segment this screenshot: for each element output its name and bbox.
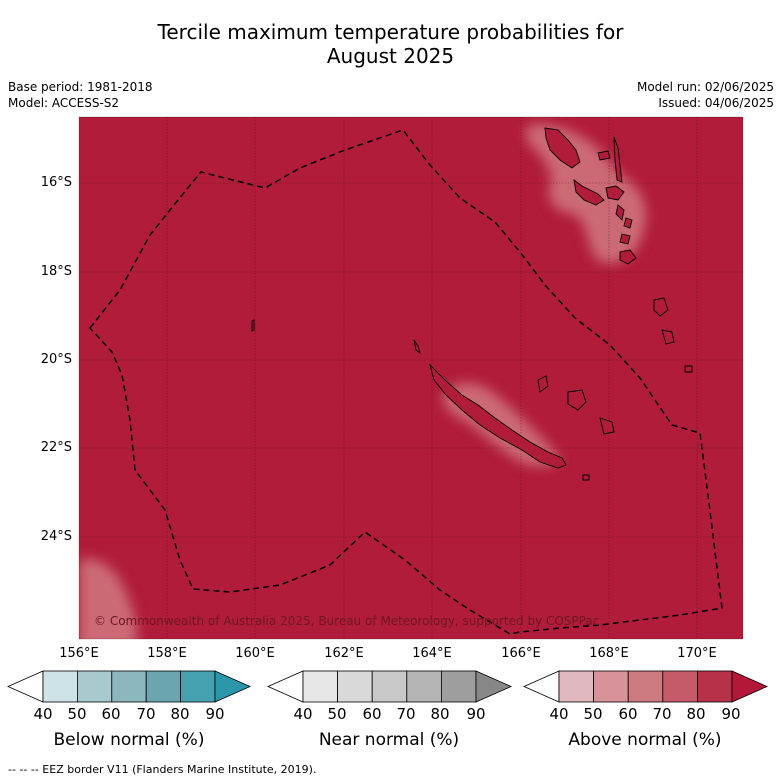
cb3-tick-50: 50 [583, 705, 603, 723]
colorbar-2-bin-3 [371, 670, 408, 703]
lat-tick-16: 16°S [40, 175, 72, 190]
colorbar-3-bin-1 [558, 670, 594, 703]
cb2-tick-70: 70 [396, 705, 416, 723]
graticule [79, 117, 743, 639]
colorbar-2 [267, 670, 512, 703]
cb3-tick-40: 40 [549, 705, 569, 723]
lon-tick-168: 168°E [589, 646, 629, 661]
colorbar-2-bin-1 [302, 670, 338, 703]
lon-tick-162: 162°E [324, 646, 364, 661]
lat-tick-22: 22°S [40, 440, 72, 455]
meta-left: Base period: 1981-2018 Model: ACCESS-S2 [8, 79, 153, 111]
cb3-tick-80: 80 [686, 705, 706, 723]
model-name: Model: ACCESS-S2 [8, 96, 120, 110]
cb2-tick-50: 50 [327, 705, 347, 723]
colorbar-1-bin-2 [77, 670, 113, 703]
colorbar-1-bin-3 [111, 670, 147, 703]
above-normal-80-90-field [79, 117, 743, 639]
title-line-2: August 2025 [326, 44, 455, 68]
cb2-tick-60: 60 [362, 705, 382, 723]
cb3-tick-70: 70 [652, 705, 672, 723]
eez-legend-footer: -- -- -- EEZ border V11 (Flanders Marine… [8, 763, 317, 776]
lon-tick-160: 160°E [235, 646, 275, 661]
colorbar-3-bin-2 [593, 670, 629, 703]
new-caledonia-island [429, 363, 567, 469]
cb3-tick-90: 90 [721, 705, 741, 723]
cb1-tick-50: 50 [67, 705, 87, 723]
cb3-tick-60: 60 [618, 705, 638, 723]
chart-title: Tercile maximum temperature probabilitie… [0, 20, 781, 68]
vanuatu-island-espiritu [544, 127, 581, 169]
colorbar-3-start [523, 670, 560, 703]
lighter-patch-southwest [79, 558, 137, 639]
colorbar-3-bin-5 [697, 670, 733, 703]
colorbar-2-bin-2 [337, 670, 373, 703]
above-normal-label: Above normal (%) [568, 730, 722, 750]
lon-tick-164: 164°E [412, 646, 452, 661]
colorbar-1-end [214, 670, 251, 703]
lat-tick-24: 24°S [40, 529, 72, 544]
colorbar-3-bin-4 [662, 670, 698, 703]
colorbar-1 [7, 670, 251, 703]
cb1-tick-40: 40 [33, 705, 53, 723]
model-run: Model run: 02/06/2025 [636, 80, 774, 94]
colorbar-3-bin-3 [627, 670, 664, 703]
lon-tick-170: 170°E [677, 646, 717, 661]
cb2-tick-90: 90 [466, 705, 486, 723]
lon-tick-158: 158°E [147, 646, 187, 661]
colorbar-3-end [731, 670, 768, 703]
base-period: Base period: 1981-2018 [8, 80, 153, 94]
colorbar-2-bin-5 [440, 670, 477, 703]
colorbar-2-start [267, 670, 304, 703]
colorbar-1-bin-1 [42, 670, 78, 703]
colorbar-2-end [475, 670, 512, 703]
copyright-notice: © Commonwealth of Australia 2025, Bureau… [94, 614, 600, 628]
cb1-tick-80: 80 [170, 705, 190, 723]
colorbars [7, 670, 768, 703]
cb2-tick-40: 40 [293, 705, 313, 723]
issued-date: Issued: 04/06/2025 [658, 96, 774, 110]
meta-right: Model run: 02/06/2025 Issued: 04/06/2025 [637, 79, 774, 111]
islands [251, 127, 693, 481]
lat-tick-18: 18°S [40, 264, 72, 279]
lon-tick-166: 166°E [501, 646, 541, 661]
below-normal-label: Below normal (%) [53, 730, 205, 750]
colorbar-2-bin-4 [406, 670, 442, 703]
cb1-tick-70: 70 [136, 705, 156, 723]
colorbar-1-bin-5 [180, 670, 216, 703]
colorbar-1-start [7, 670, 44, 703]
eez-border [89, 129, 723, 635]
title-line-1: Tercile maximum temperature probabilitie… [157, 20, 624, 44]
lat-tick-20: 20°S [40, 352, 72, 367]
cb1-tick-60: 60 [101, 705, 121, 723]
cb1-tick-90: 90 [205, 705, 225, 723]
lon-tick-156: 156°E [59, 646, 99, 661]
cb2-tick-80: 80 [430, 705, 450, 723]
near-normal-label: Near normal (%) [318, 730, 460, 750]
colorbar-1-bin-4 [145, 670, 181, 703]
colorbar-3 [523, 670, 768, 703]
